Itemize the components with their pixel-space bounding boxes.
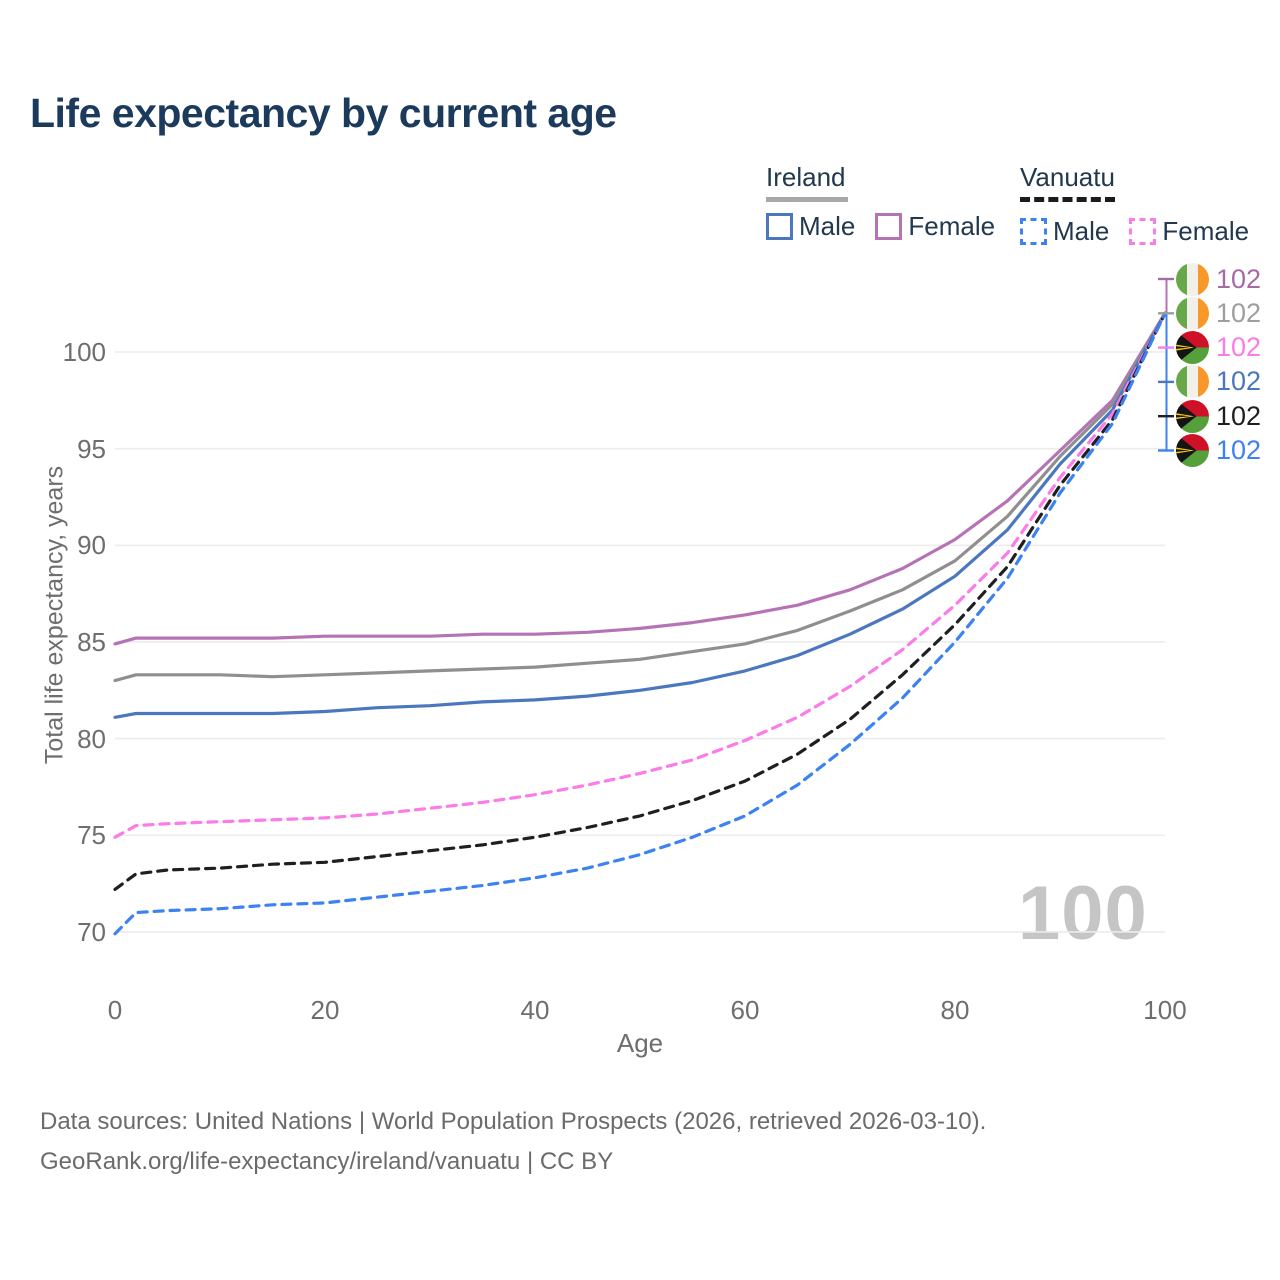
legend-swatch-ireland-female <box>875 213 903 240</box>
series-line-ireland-both-sexes <box>113 311 1167 683</box>
page-title: Life expectancy by current age <box>30 90 617 136</box>
legend-items-ireland: Male Female <box>766 211 995 242</box>
legend-country-ireland: Ireland <box>766 162 846 192</box>
legend-label-vanuatu-male: Male <box>1053 216 1110 246</box>
ireland-flag-icon <box>1176 296 1209 330</box>
legend-label-ireland-female: Female <box>908 211 996 241</box>
end-label-row-ireland-male: 102 <box>1176 365 1262 399</box>
series-line-vanuatu-female <box>113 311 1167 839</box>
y-tick-75: 75 <box>77 820 106 851</box>
ireland-flag-icon <box>1176 262 1209 296</box>
legend-group-vanuatu: Vanuatu Male Female <box>1020 162 1249 247</box>
y-tick-70: 70 <box>77 916 106 947</box>
end-label-value: 102 <box>1216 400 1262 431</box>
x-axis-title: Age <box>616 1028 664 1058</box>
vanuatu-flag-icon <box>1176 331 1209 365</box>
series-line-vanuatu-both-sexes <box>113 311 1167 891</box>
end-label-row-vanuatu-both-sexes: 102 <box>1176 399 1262 433</box>
footer-data-sources: Data sources: United Nations | World Pop… <box>40 1108 987 1135</box>
series-line-vanuatu-male <box>113 311 1167 936</box>
end-label-value: 102 <box>1216 435 1262 465</box>
x-tick-20: 20 <box>310 995 340 1025</box>
end-label-row-ireland-both-sexes: 102 <box>1176 296 1262 330</box>
y-tick-100: 100 <box>62 337 106 367</box>
end-label-row-vanuatu-male: 102 <box>1176 434 1261 467</box>
end-label-row-ireland-female: 102 <box>1176 262 1262 296</box>
legend-label-ireland-male: Male <box>799 211 856 241</box>
end-label-value: 102 <box>1216 297 1262 328</box>
legend-item-ireland-male[interactable]: Male <box>766 211 855 242</box>
x-tick-60: 60 <box>730 995 760 1025</box>
x-tick-40: 40 <box>520 995 550 1025</box>
x-tick-100: 100 <box>1143 995 1187 1025</box>
y-tick-85: 85 <box>77 626 106 657</box>
legend-item-vanuatu-female[interactable]: Female <box>1129 216 1249 247</box>
vanuatu-flag-icon <box>1176 434 1209 467</box>
ireland-flag-icon <box>1176 365 1209 399</box>
series-line-ireland-male <box>113 311 1167 719</box>
end-label-value: 102 <box>1216 263 1262 294</box>
legend-swatch-vanuatu-female <box>1129 218 1157 245</box>
legend-linestyle-dashed <box>1020 197 1115 207</box>
legend-label-vanuatu-female: Female <box>1162 216 1250 246</box>
legend-swatch-vanuatu-male <box>1020 218 1047 245</box>
series-line-ireland-female <box>113 311 1167 646</box>
legend-swatch-ireland-male <box>766 213 793 240</box>
legend-item-ireland-female[interactable]: Female <box>875 211 995 242</box>
legend-items-vanuatu: Male Female <box>1020 216 1249 247</box>
y-axis-title: Total life expectancy, years <box>40 465 69 765</box>
legend-linestyle-solid <box>766 197 848 202</box>
end-label-value: 102 <box>1216 366 1262 397</box>
footer-attribution: GeoRank.org/life-expectancy/ireland/vanu… <box>40 1148 614 1175</box>
x-tick-0: 0 <box>107 995 123 1025</box>
legend-item-vanuatu-male[interactable]: Male <box>1020 216 1109 247</box>
y-tick-90: 90 <box>77 530 106 561</box>
end-label-value: 102 <box>1216 332 1262 363</box>
age-watermark: 100 <box>1018 871 1148 956</box>
y-tick-80: 80 <box>77 723 106 754</box>
end-label-row-vanuatu-female: 102 <box>1176 331 1262 365</box>
x-tick-80: 80 <box>940 995 970 1025</box>
y-tick-95: 95 <box>77 433 106 464</box>
legend-group-ireland: Ireland Male Female <box>766 162 995 242</box>
legend-country-vanuatu: Vanuatu <box>1020 162 1115 192</box>
vanuatu-flag-icon <box>1176 399 1209 433</box>
